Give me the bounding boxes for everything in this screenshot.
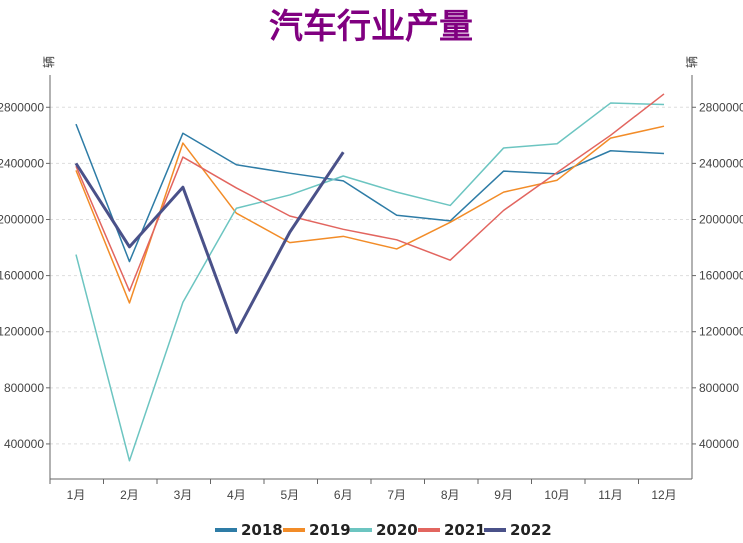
legend-label-2018: 2018	[241, 521, 283, 539]
x-tick-label: 12月	[651, 488, 676, 502]
y-tick-label-right: 400000	[699, 437, 739, 451]
y-tick-label-left: 2800000	[0, 100, 44, 114]
chart-title: 汽车行业产量	[269, 7, 473, 47]
y-tick-label-left: 2400000	[0, 156, 44, 170]
x-tick-label: 9月	[494, 488, 513, 502]
x-tick-label: 10月	[544, 488, 569, 502]
y-tick-label-left: 800000	[4, 381, 44, 395]
legend-label-2021: 2021	[444, 521, 486, 539]
series-line-2022	[74, 151, 345, 334]
y-axis-label-left: 辆	[42, 56, 56, 68]
y-tick-label-left: 1200000	[0, 325, 44, 339]
y-axis-label-right: 辆	[685, 56, 699, 68]
y-tick-label-right: 2000000	[699, 212, 743, 226]
legend-label-2020: 2020	[376, 521, 418, 539]
series-line-2019	[75, 125, 665, 304]
legend-label-2022: 2022	[510, 521, 552, 539]
y-tick-label-right: 1600000	[699, 269, 743, 283]
x-tick-label: 6月	[334, 488, 353, 502]
x-tick-label: 5月	[280, 488, 299, 502]
legend-label-2019: 2019	[309, 521, 351, 539]
y-tick-label-left: 400000	[4, 437, 44, 451]
series-line-2018	[75, 123, 665, 263]
y-tick-label-right: 2400000	[699, 156, 743, 170]
x-tick-label: 1月	[67, 488, 86, 502]
x-tick-label: 3月	[174, 488, 193, 502]
x-tick-label: 2月	[120, 488, 139, 502]
series-line-2021	[75, 93, 665, 292]
y-tick-label-right: 800000	[699, 381, 739, 395]
x-tick-label: 8月	[441, 488, 460, 502]
x-tick-label: 11月	[598, 488, 622, 502]
y-tick-label-left: 2000000	[0, 212, 44, 226]
x-tick-label: 7月	[387, 488, 406, 502]
y-tick-label-right: 2800000	[699, 100, 743, 114]
series-line-2020	[75, 102, 665, 462]
x-tick-label: 4月	[227, 488, 246, 502]
y-tick-label-left: 1600000	[0, 269, 44, 283]
y-tick-label-right: 1200000	[699, 325, 743, 339]
